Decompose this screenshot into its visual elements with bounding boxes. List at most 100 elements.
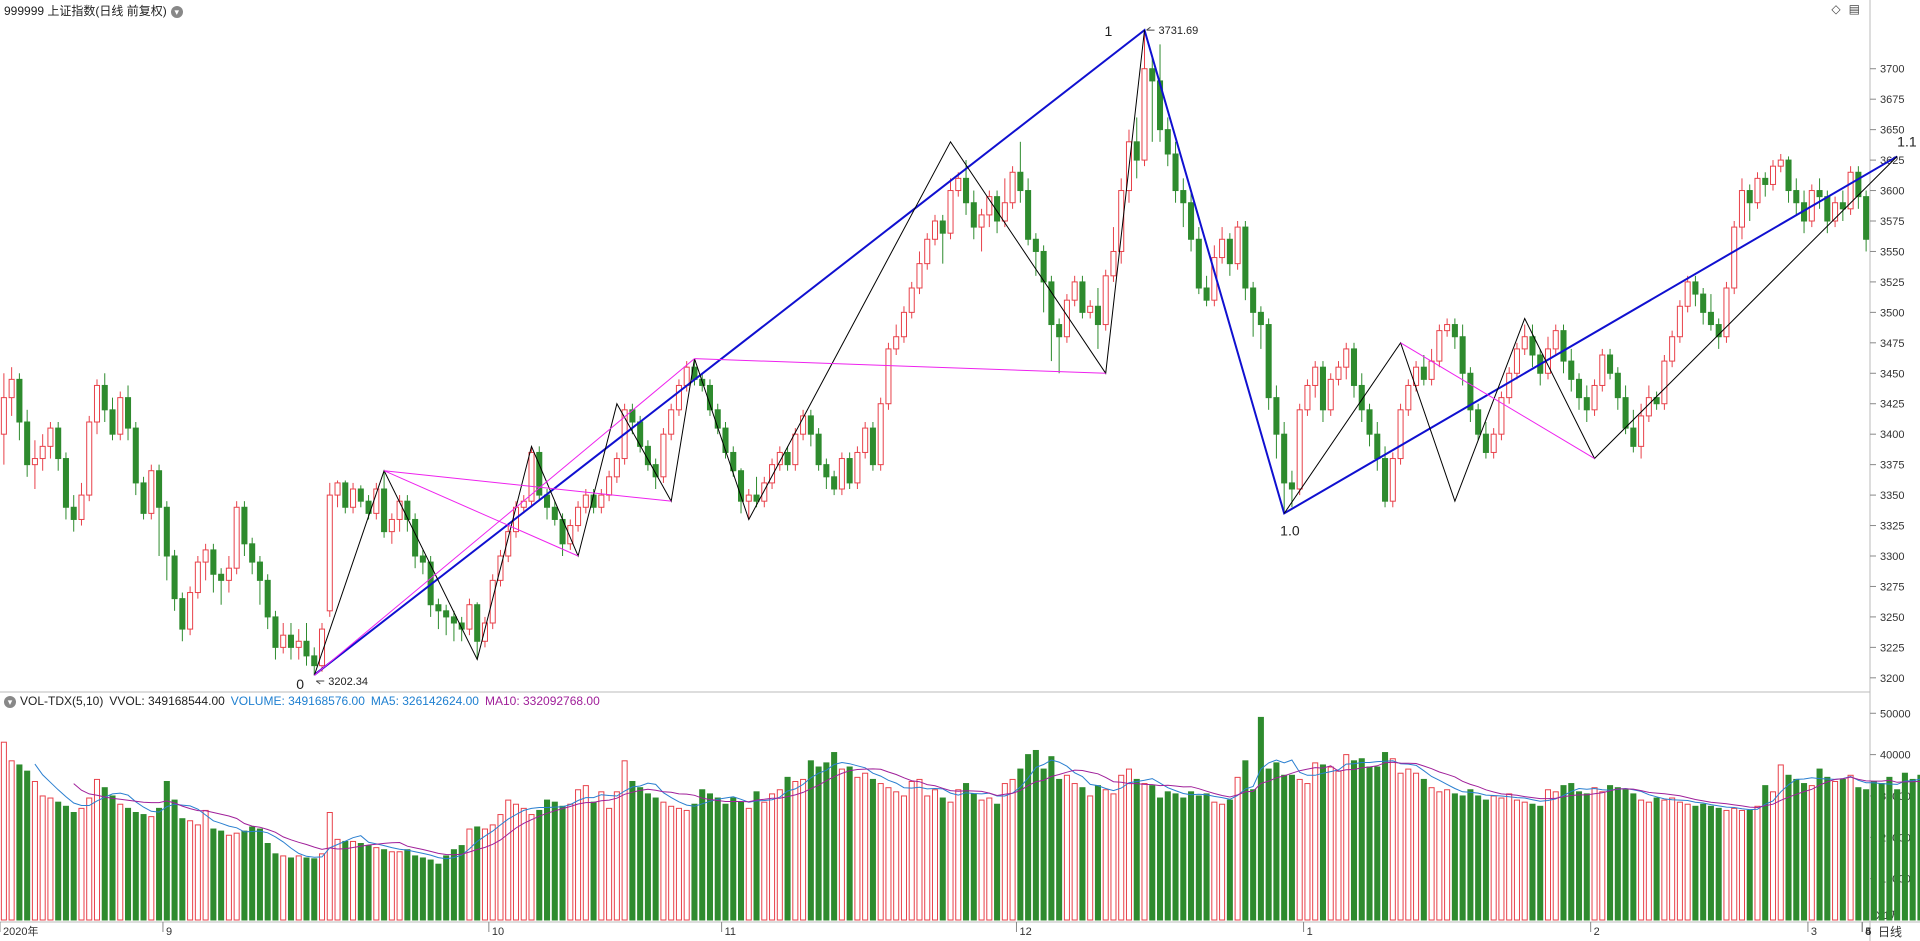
volume-bar bbox=[1149, 785, 1156, 921]
volume-bar bbox=[450, 849, 457, 921]
candle-body bbox=[1040, 250, 1047, 283]
candle-body bbox=[1444, 324, 1451, 332]
volume-bar bbox=[621, 760, 628, 921]
candle-body bbox=[1382, 458, 1389, 502]
high-value-label: 3731.69 bbox=[1159, 25, 1199, 37]
volume-bar bbox=[776, 789, 783, 921]
x-tick-label: 9 bbox=[166, 926, 172, 938]
volume-bar bbox=[443, 855, 450, 921]
candle-body bbox=[1506, 372, 1513, 399]
candle-body bbox=[939, 220, 946, 234]
candle-body bbox=[1552, 330, 1559, 350]
volume-bar bbox=[1071, 783, 1078, 921]
chart-header: 999999 上证指数(日线 前复权) ▾ bbox=[4, 2, 183, 19]
candle-body bbox=[78, 494, 85, 520]
volume-bar bbox=[1576, 791, 1583, 921]
candle-body bbox=[1630, 427, 1637, 447]
candle-body bbox=[753, 494, 760, 502]
volume-bar bbox=[528, 814, 535, 921]
volume-bar bbox=[1273, 762, 1280, 921]
candle-body bbox=[1048, 281, 1055, 326]
volume-bar bbox=[1265, 768, 1272, 921]
candle-body bbox=[1118, 190, 1125, 252]
candle-body bbox=[877, 403, 884, 466]
price-tick-label: 3675 bbox=[1880, 94, 1904, 106]
candle-body bbox=[1513, 348, 1520, 374]
panel-icon[interactable]: ▤ bbox=[1848, 2, 1860, 16]
candle-body bbox=[86, 421, 93, 496]
candle-body bbox=[1350, 348, 1358, 386]
volume-bar bbox=[280, 855, 287, 921]
candle-body bbox=[722, 427, 729, 453]
candle-body bbox=[838, 458, 845, 490]
candle-body bbox=[156, 470, 163, 508]
volume-bar bbox=[1451, 793, 1458, 921]
x-tick-label: 3 bbox=[1811, 926, 1817, 938]
volume-bar bbox=[1459, 795, 1466, 921]
candle-body bbox=[1149, 68, 1156, 82]
price-tick-label: 3325 bbox=[1880, 521, 1904, 533]
candle-body bbox=[1731, 226, 1738, 289]
volume-bar bbox=[1335, 770, 1342, 921]
candle-body bbox=[994, 196, 1001, 222]
candle-body bbox=[1273, 397, 1280, 435]
volume-bar bbox=[117, 803, 124, 921]
price-tick-label: 3500 bbox=[1880, 307, 1904, 319]
volume-bar bbox=[210, 828, 217, 921]
candle-body bbox=[1529, 336, 1536, 356]
candle-body bbox=[1296, 409, 1303, 490]
volume-bar bbox=[109, 795, 116, 921]
volume-bar bbox=[1832, 780, 1839, 921]
volume-bar bbox=[8, 760, 15, 921]
volume-bar bbox=[869, 778, 876, 921]
candle-body bbox=[675, 384, 682, 411]
candle-body bbox=[350, 488, 357, 508]
volume-bar bbox=[908, 780, 915, 921]
volume-bar bbox=[1614, 787, 1621, 921]
candle-body bbox=[194, 561, 201, 594]
period-label: 日线 bbox=[1878, 925, 1902, 939]
volume-bar bbox=[1366, 766, 1373, 921]
volume-bar bbox=[1343, 754, 1350, 921]
candle-body bbox=[1622, 397, 1629, 429]
volume-bar bbox=[1886, 776, 1893, 921]
price-tick-label: 3525 bbox=[1880, 277, 1904, 289]
volume-bar bbox=[396, 851, 403, 921]
title-dropdown-icon[interactable]: ▾ bbox=[170, 5, 183, 18]
candle-body bbox=[287, 634, 294, 648]
volume-bar bbox=[1102, 789, 1109, 921]
volume-bar bbox=[334, 838, 341, 921]
volume-bar bbox=[784, 776, 791, 921]
volume-bar bbox=[1583, 793, 1590, 921]
diamond-icon[interactable]: ◇ bbox=[1831, 2, 1841, 16]
volume-bar bbox=[924, 795, 931, 921]
channel-line bbox=[694, 358, 1106, 374]
volume-bar bbox=[16, 764, 23, 921]
candle-body bbox=[1676, 305, 1683, 338]
candle-body bbox=[613, 458, 620, 478]
candle-body bbox=[1459, 336, 1466, 374]
volume-bar bbox=[590, 801, 597, 921]
volume-bar bbox=[1242, 760, 1249, 921]
volume-bar bbox=[1319, 764, 1326, 921]
candle-body bbox=[101, 384, 108, 411]
candle-body bbox=[1374, 433, 1381, 460]
volume-dropdown-icon[interactable]: ▾ bbox=[4, 696, 16, 708]
candle-body bbox=[575, 506, 582, 527]
price-tick-label: 3600 bbox=[1880, 186, 1904, 198]
candle-body bbox=[970, 202, 977, 228]
candle-body bbox=[505, 531, 512, 557]
volume-bar bbox=[1125, 768, 1133, 921]
volume-bar bbox=[187, 820, 194, 921]
candle-body bbox=[1281, 433, 1288, 484]
volume-bar bbox=[287, 857, 294, 921]
candle-body bbox=[1226, 238, 1233, 265]
candle-body bbox=[831, 476, 838, 490]
candle-body bbox=[365, 500, 372, 514]
volume-bar bbox=[1901, 772, 1908, 921]
x-tick-label: 5 bbox=[1865, 926, 1871, 938]
volume-bar bbox=[1537, 805, 1544, 921]
volume-bar bbox=[1172, 793, 1179, 921]
price-tick-label: 3225 bbox=[1880, 642, 1904, 654]
